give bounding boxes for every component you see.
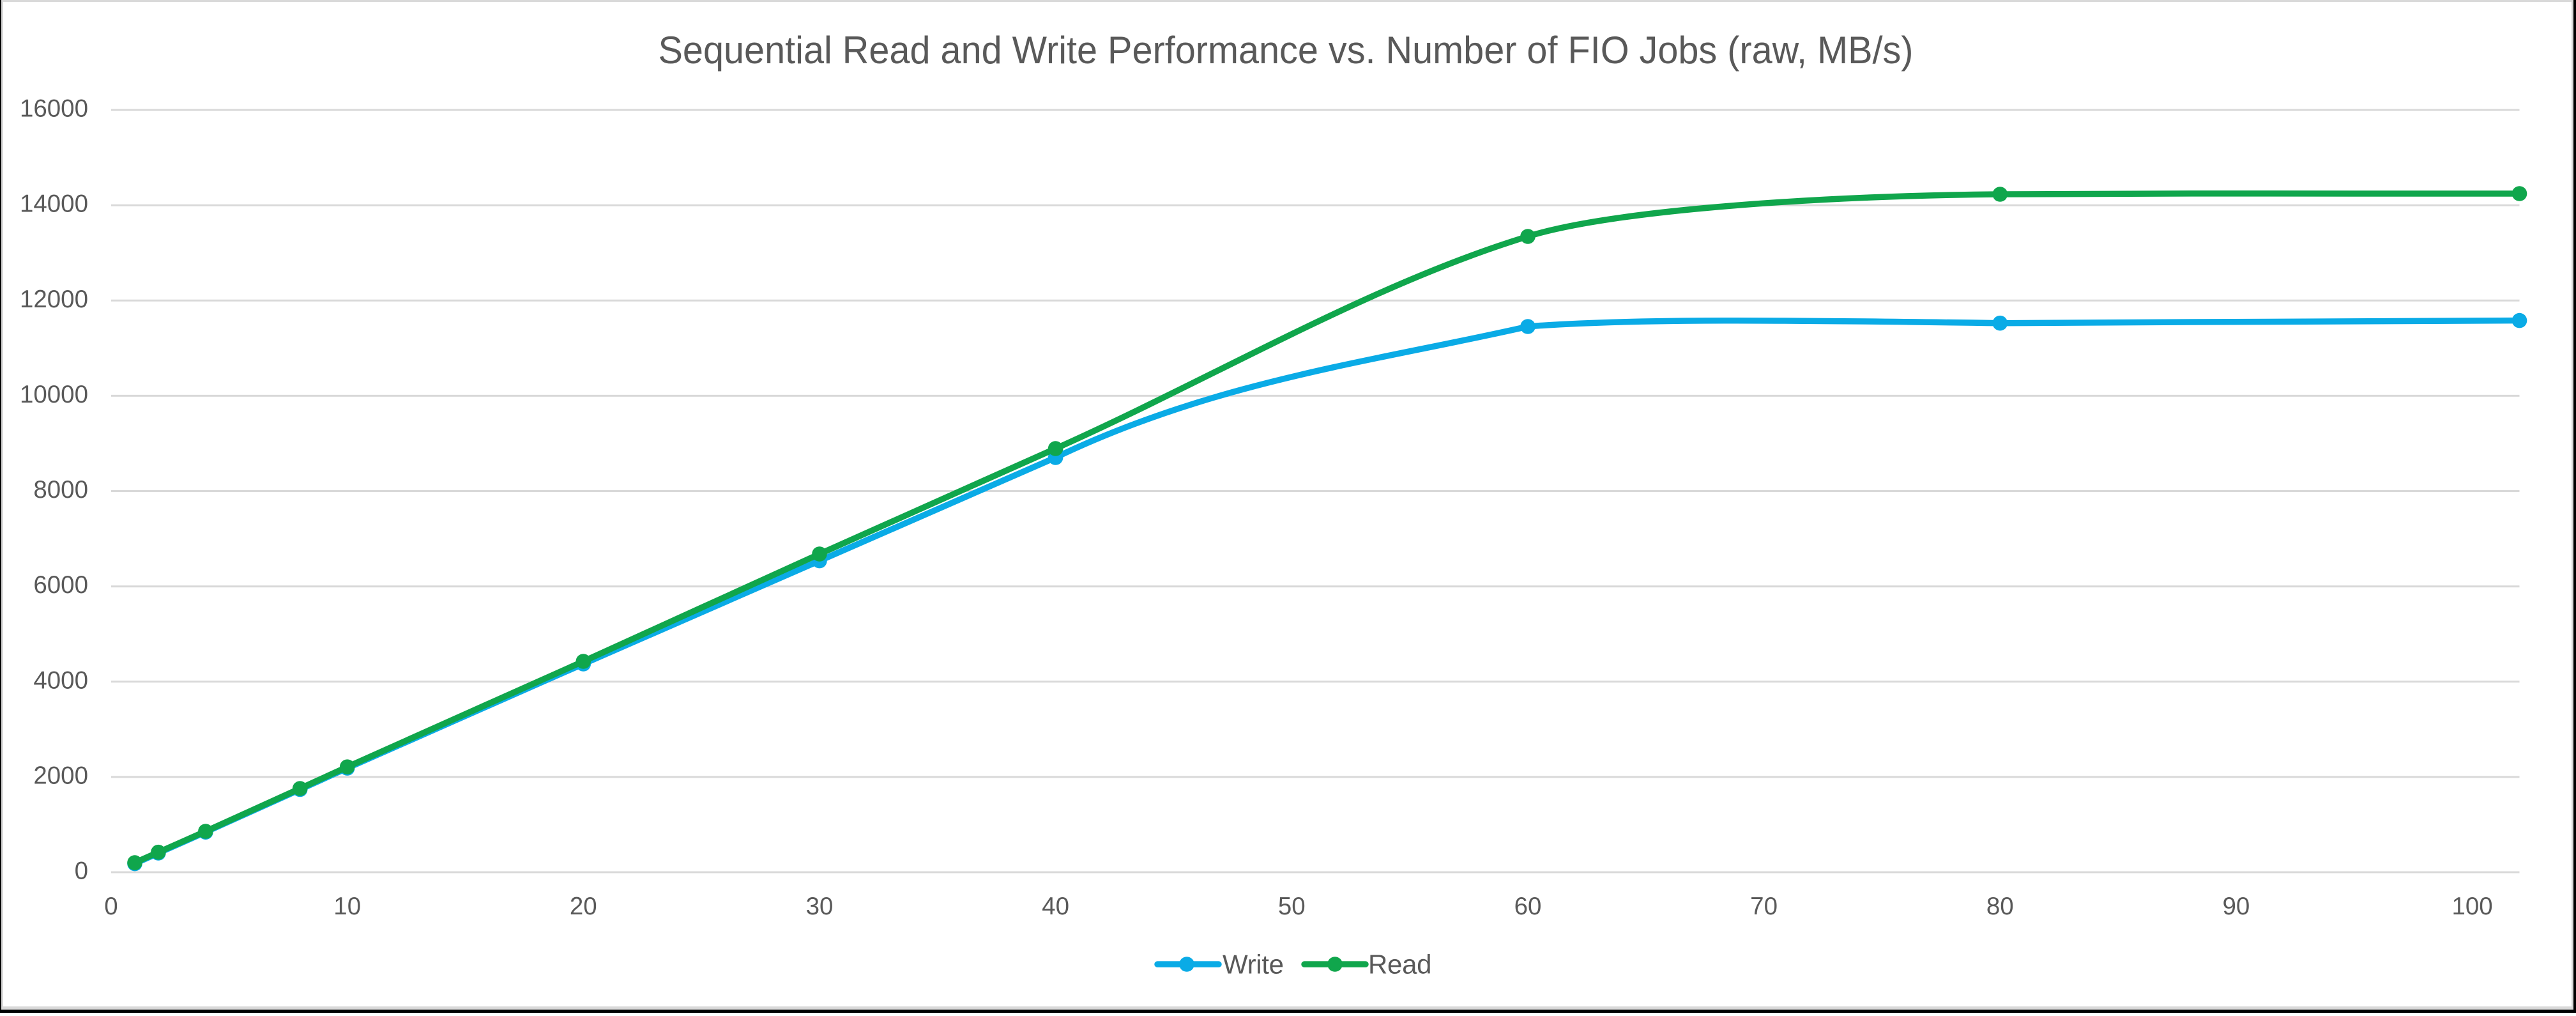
svg-text:16000: 16000 — [20, 95, 88, 123]
svg-text:50: 50 — [1278, 893, 1306, 920]
svg-text:30: 30 — [806, 893, 834, 920]
svg-text:10000: 10000 — [20, 381, 88, 408]
svg-text:0: 0 — [75, 858, 88, 885]
svg-text:20: 20 — [570, 893, 597, 920]
svg-text:90: 90 — [2222, 893, 2250, 920]
svg-text:80: 80 — [1986, 893, 2014, 920]
svg-text:60: 60 — [1514, 893, 1542, 920]
svg-text:8000: 8000 — [33, 476, 88, 504]
svg-text:Sequential Read and Write Perf: Sequential Read and Write Performance vs… — [659, 29, 1914, 72]
svg-text:70: 70 — [1750, 893, 1778, 920]
svg-text:6000: 6000 — [33, 571, 88, 599]
svg-text:4000: 4000 — [33, 666, 88, 694]
svg-text:Write: Write — [1223, 950, 1284, 980]
svg-text:100: 100 — [2451, 893, 2492, 920]
svg-text:14000: 14000 — [20, 190, 88, 218]
svg-text:10: 10 — [333, 893, 361, 920]
svg-text:0: 0 — [104, 893, 118, 920]
svg-text:12000: 12000 — [20, 286, 88, 313]
svg-text:Read: Read — [1368, 950, 1431, 980]
svg-text:2000: 2000 — [33, 762, 88, 789]
svg-text:40: 40 — [1042, 893, 1069, 920]
